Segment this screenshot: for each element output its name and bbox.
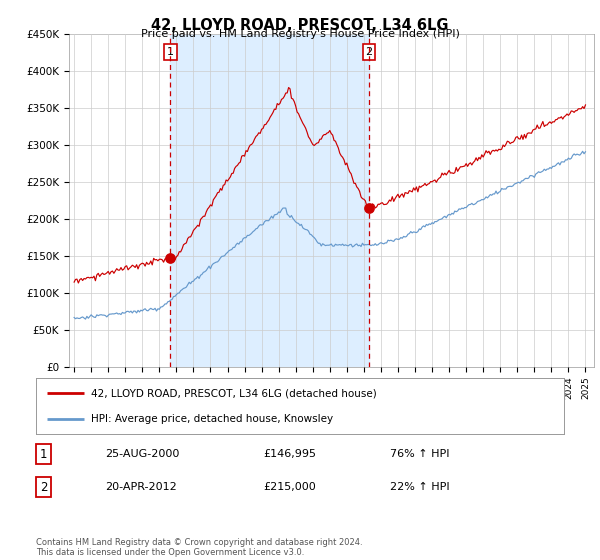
Text: £146,995: £146,995 (263, 449, 316, 459)
Text: 20-APR-2012: 20-APR-2012 (104, 482, 176, 492)
Text: 42, LLOYD ROAD, PRESCOT, L34 6LG: 42, LLOYD ROAD, PRESCOT, L34 6LG (151, 18, 449, 33)
Text: 1: 1 (40, 447, 47, 461)
Point (364, 203, 374, 212)
Text: HPI: Average price, detached house, Knowsley: HPI: Average price, detached house, Know… (91, 414, 334, 424)
Bar (170, 34, 369, 367)
Text: Price paid vs. HM Land Registry's House Price Index (HPI): Price paid vs. HM Land Registry's House … (140, 29, 460, 39)
Text: 76% ↑ HPI: 76% ↑ HPI (390, 449, 449, 459)
Text: £215,000: £215,000 (263, 482, 316, 492)
Text: 42, LLOYD ROAD, PRESCOT, L34 6LG (detached house): 42, LLOYD ROAD, PRESCOT, L34 6LG (detach… (91, 388, 377, 398)
Point (166, 254, 175, 263)
Text: 22% ↑ HPI: 22% ↑ HPI (390, 482, 449, 492)
Text: 25-AUG-2000: 25-AUG-2000 (104, 449, 179, 459)
Text: Contains HM Land Registry data © Crown copyright and database right 2024.
This d: Contains HM Land Registry data © Crown c… (36, 538, 362, 557)
Text: 1: 1 (167, 47, 174, 57)
Text: 2: 2 (365, 47, 373, 57)
Text: 2: 2 (40, 480, 47, 494)
